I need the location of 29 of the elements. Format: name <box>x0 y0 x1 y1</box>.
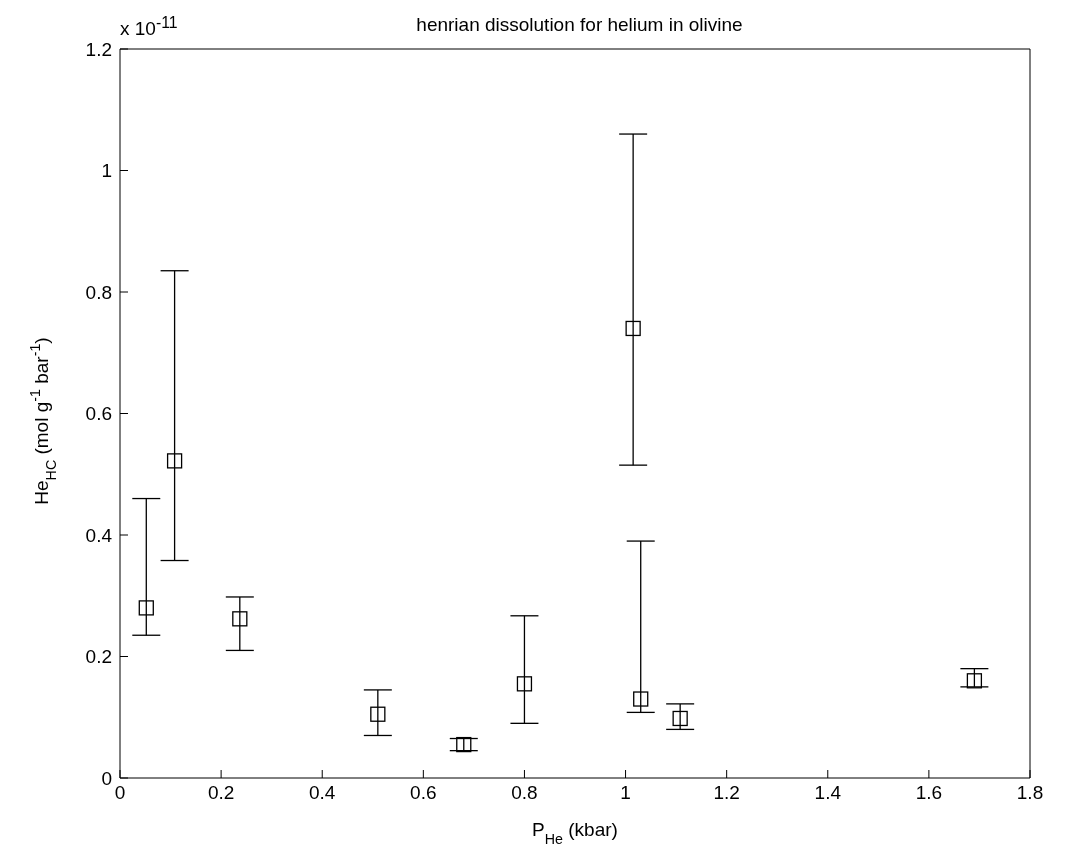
point <box>625 320 641 337</box>
x-tick-label: 0.8 <box>511 782 538 804</box>
x-tick-label: 0.6 <box>410 782 437 804</box>
x-tick-label: 1.8 <box>1016 782 1044 804</box>
x-tick-label: 1.6 <box>915 782 943 804</box>
y-tick-label: 0.6 <box>85 403 112 425</box>
y-tick-label: 0.8 <box>85 281 112 303</box>
point <box>516 676 533 692</box>
x-tick-label: 1.4 <box>814 782 842 804</box>
x-tick-label: 1.2 <box>713 782 740 804</box>
chart-title: henrian dissolution for helium in olivine <box>416 14 743 35</box>
y-tick-label: 1.2 <box>85 38 112 60</box>
y-tick-label: 0 <box>101 767 112 789</box>
point <box>232 611 248 627</box>
point <box>672 710 688 727</box>
point <box>166 453 183 469</box>
point <box>370 706 386 722</box>
point <box>966 673 983 689</box>
y-tick-label: 0.2 <box>85 646 112 668</box>
x-tick-label: 0.2 <box>207 782 235 804</box>
point <box>633 691 649 707</box>
point <box>138 600 154 616</box>
x-tick-label: 1 <box>620 782 631 804</box>
axis-multiplier: x 10$^{-11}$ <box>120 14 178 41</box>
x-axis-title: P$_{He}$ (kbar) <box>532 819 618 847</box>
point <box>456 736 472 753</box>
y-tick-label: 0.4 <box>85 524 113 546</box>
y-tick-label: 1 <box>101 160 112 182</box>
x-tick-label: 0.4 <box>309 782 336 804</box>
